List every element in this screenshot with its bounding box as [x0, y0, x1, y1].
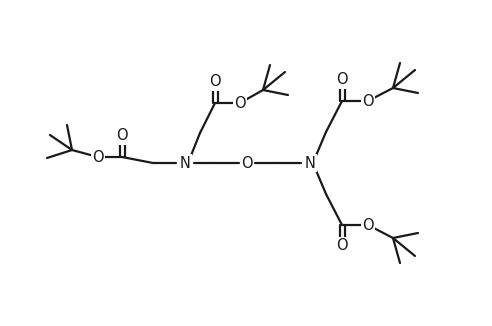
Text: O: O: [336, 239, 348, 254]
Text: N: N: [180, 156, 190, 170]
Text: O: O: [362, 217, 374, 232]
Text: O: O: [92, 150, 104, 165]
Text: N: N: [305, 156, 315, 170]
Text: O: O: [234, 96, 246, 111]
Text: O: O: [241, 156, 253, 170]
Text: O: O: [336, 72, 348, 87]
Text: O: O: [209, 75, 221, 90]
Text: O: O: [116, 128, 128, 143]
Text: O: O: [362, 94, 374, 109]
